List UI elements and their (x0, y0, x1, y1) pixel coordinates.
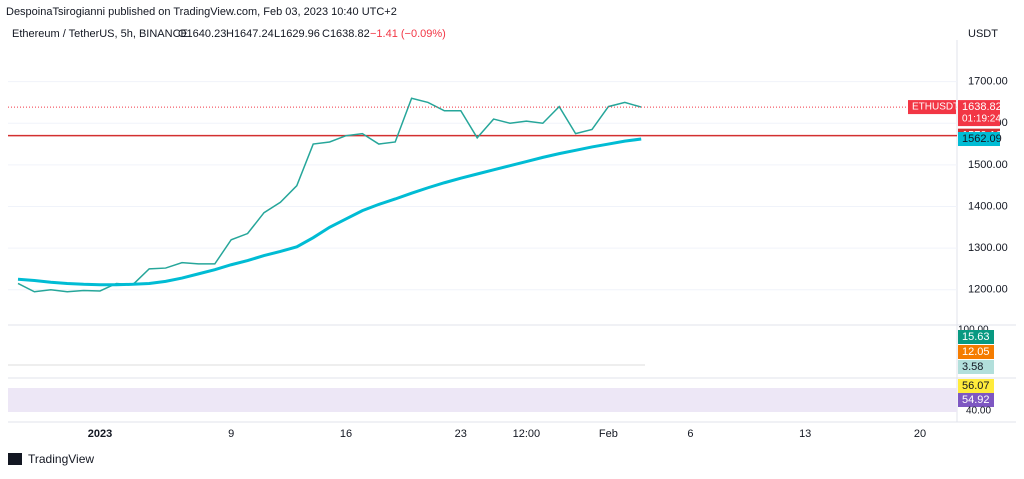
y-tick-label: 1300.00 (968, 242, 1008, 254)
countdown: 01:19:24 (962, 114, 1001, 125)
rsi-low: 40.00 (966, 406, 991, 417)
y-tick-label: 1500.00 (968, 159, 1008, 171)
macd-c: 3.58 (962, 361, 983, 373)
publisher: DespoinaTsirogianni published on Trading… (6, 6, 397, 18)
ticker-tag (908, 100, 956, 115)
rsi-band (8, 388, 957, 412)
y-tick-label: 1700.00 (968, 76, 1008, 88)
macd-a: 15.63 (962, 331, 990, 343)
macd-b: 12.05 (962, 346, 990, 358)
footer: TradingView (28, 452, 94, 466)
price-line-series (17, 97, 642, 293)
x-tick-label: 16 (340, 428, 352, 440)
x-tick-label: 12:00 (513, 428, 541, 440)
price-tag (958, 100, 1000, 127)
y-tick-label: 1200.00 (968, 284, 1008, 296)
ma-tag (958, 132, 1000, 147)
rsi-b: 54.92 (962, 394, 990, 406)
ticker-label: ETHUSDT (912, 102, 959, 113)
tag (958, 360, 994, 374)
rsi-a: 56.07 (962, 380, 990, 392)
symbol: Ethereum / TetherUS, 5h, BINANCE (12, 28, 188, 40)
tag (958, 379, 994, 393)
ohlc-change: −1.41 (−0.09%) (370, 28, 446, 40)
x-tick-label: 9 (228, 428, 234, 440)
x-tick-label: 2023 (88, 428, 112, 440)
tag (958, 330, 994, 344)
tag (958, 345, 994, 359)
ohlc-high: H1647.24 (226, 28, 274, 40)
x-tick-label: 6 (687, 428, 693, 440)
ma-label: 1562.09 (962, 133, 1002, 145)
last-price: 1638.82 (962, 101, 1002, 113)
x-tick-label: 23 (455, 428, 467, 440)
ohlc-close: C1638.82 (322, 28, 370, 40)
currency: USDT (968, 28, 998, 40)
x-tick-label: Feb (599, 428, 618, 440)
logo (8, 453, 22, 465)
moving-average (17, 137, 642, 287)
x-tick-label: 20 (914, 428, 926, 440)
ohlc-low: L1629.96 (274, 28, 320, 40)
tag (958, 393, 994, 407)
ohlc-open: O1640.23 (178, 28, 226, 40)
x-tick-label: 13 (799, 428, 811, 440)
y-tick-label: 1400.00 (968, 200, 1008, 212)
